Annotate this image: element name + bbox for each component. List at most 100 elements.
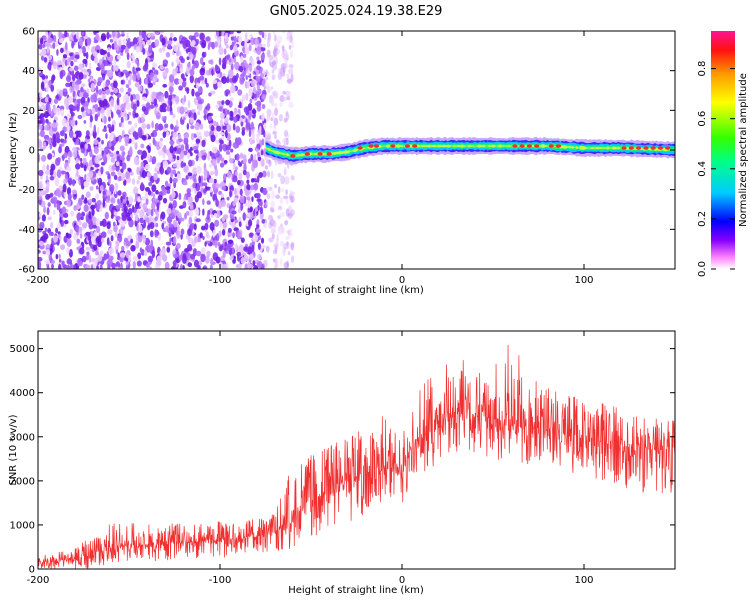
noise-blob: [256, 105, 262, 112]
noise-blob: [96, 200, 102, 206]
noise-blob: [218, 57, 222, 66]
trace-center: [265, 144, 675, 157]
noise-blob: [49, 247, 53, 255]
noise-blob: [181, 217, 185, 222]
noise-blob: [95, 225, 101, 234]
noise-blob: [130, 238, 134, 244]
noise-blob: [59, 216, 62, 225]
noise-blob: [172, 200, 178, 209]
colorbar-tick-label: 0.6: [697, 111, 708, 127]
noise-blob: [186, 152, 191, 159]
noise-blob: [55, 227, 59, 234]
noise-blob: [279, 196, 284, 205]
noise-blob: [175, 57, 180, 64]
noise-blob: [170, 170, 174, 179]
noise-blob: [197, 103, 203, 111]
noise-blob: [79, 91, 85, 97]
noise-blob: [196, 165, 202, 174]
noise-blob: [280, 175, 285, 185]
noise-blob: [106, 221, 111, 230]
noise-blob: [189, 238, 193, 244]
noise-blob: [113, 211, 118, 216]
noise-blob: [102, 98, 108, 107]
noise-blob: [266, 49, 271, 58]
noise-blob: [103, 146, 109, 155]
noise-blob: [134, 214, 139, 222]
noise-blob: [168, 153, 173, 162]
noise-blob: [147, 33, 151, 38]
noise-blob: [268, 54, 275, 62]
noise-blob: [176, 51, 180, 57]
noise-blob: [167, 40, 173, 46]
noise-blob: [67, 155, 71, 164]
noise-blob: [52, 61, 58, 70]
noise-blob: [285, 235, 291, 241]
noise-blob: [42, 50, 47, 56]
noise-blob: [168, 74, 175, 83]
trace-peak: [548, 144, 554, 148]
noise-blob: [48, 54, 53, 61]
noise-blob: [116, 43, 119, 52]
noise-blob: [211, 158, 217, 167]
noise-blob: [214, 132, 219, 138]
noise-blob: [276, 234, 279, 243]
noise-blob: [45, 31, 49, 38]
noise-blob: [92, 130, 97, 139]
noise-blob: [120, 103, 126, 112]
noise-blob: [288, 44, 292, 50]
noise-blob: [163, 59, 169, 66]
noise-blob: [204, 222, 209, 231]
noise-blob: [159, 47, 163, 53]
noise-blob: [44, 259, 50, 265]
noise-blob: [214, 64, 218, 72]
noise-blob: [230, 148, 234, 153]
noise-blob: [265, 69, 269, 75]
noise-blob: [129, 73, 133, 81]
noise-blob: [128, 87, 132, 93]
noise-blob: [41, 117, 45, 126]
noise-blob: [150, 132, 155, 137]
noise-blob: [281, 31, 287, 34]
noise-blob: [83, 92, 89, 99]
noise-blob: [159, 166, 162, 172]
noise-blob: [202, 235, 205, 241]
noise-blob: [235, 153, 240, 161]
noise-blob: [199, 32, 205, 41]
noise-blob: [248, 147, 253, 152]
noise-blob: [240, 237, 245, 243]
noise-blob: [78, 63, 83, 71]
noise-blob: [277, 226, 283, 235]
noise-blob: [258, 235, 262, 241]
noise-blob: [206, 200, 211, 205]
noise-blob: [124, 135, 130, 144]
noise-blob: [129, 127, 135, 134]
noise-blob: [242, 212, 247, 221]
trace-peak: [326, 152, 332, 156]
noise-blob: [178, 78, 184, 85]
noise-blob: [268, 97, 274, 104]
noise-blob: [110, 235, 114, 242]
noise-blob: [65, 98, 70, 106]
noise-blob: [202, 266, 207, 269]
noise-blob: [97, 253, 103, 262]
noise-blob: [256, 261, 263, 269]
noise-blob: [74, 120, 78, 126]
noise-blob: [152, 62, 158, 68]
x-tick-label: -100: [209, 575, 232, 586]
noise-blob: [216, 157, 220, 164]
noise-blob: [65, 264, 71, 269]
noise-blob: [224, 241, 227, 247]
noise-blob: [259, 201, 263, 207]
noise-blob: [187, 172, 193, 177]
noise-blob: [73, 65, 79, 72]
noise-blob: [161, 37, 166, 46]
noise-blob: [44, 227, 48, 233]
noise-blob: [205, 186, 212, 191]
noise-blob: [102, 198, 106, 208]
noise-blob: [251, 196, 254, 202]
chart-title: GN05.2025.024.19.38.E29: [270, 4, 443, 19]
noise-blob: [240, 188, 243, 196]
colorbar-tick-label: 0.4: [697, 161, 708, 177]
noise-blob: [175, 66, 179, 73]
noise-blob: [241, 129, 245, 136]
